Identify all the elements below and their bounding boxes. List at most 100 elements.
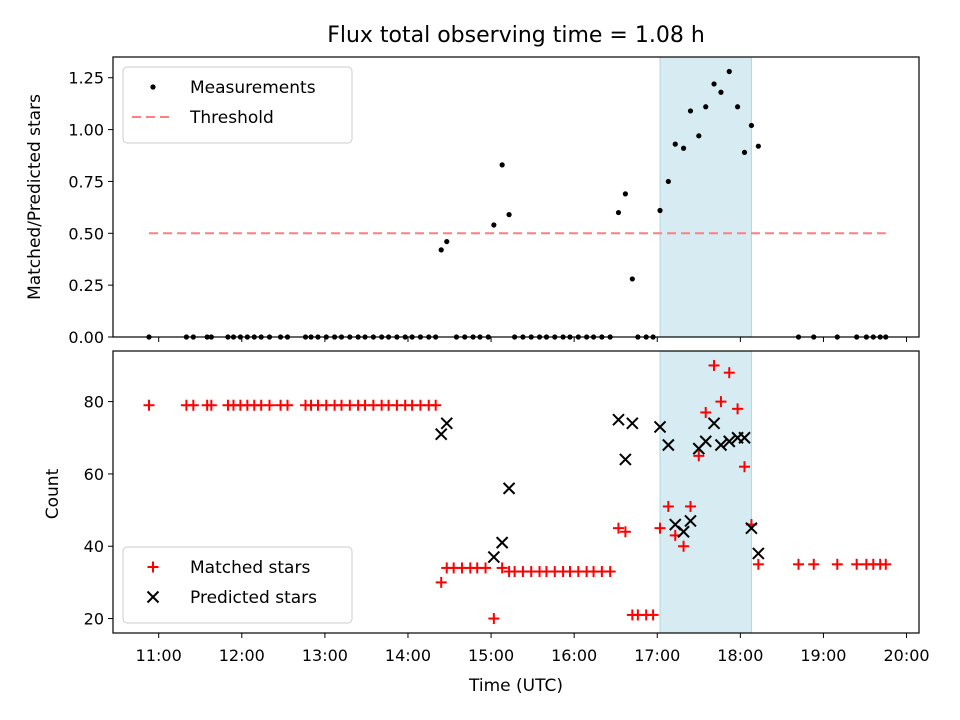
measurements-point [696,133,702,139]
x-tick-label: 16:00 [551,646,597,665]
predicted-stars-point [495,536,509,549]
measurements-point [506,212,512,218]
predicted-stars-point [714,438,728,452]
measurements-point [657,207,663,214]
legend-label: Threshold [189,108,274,128]
matched-stars-point [808,558,820,570]
top-y-axis-label: Matched/Predicted stars [25,94,45,300]
measurements-point [726,68,732,75]
bottom-shaded-span [659,350,752,634]
predicted-stars-point [487,550,501,564]
matched-stars-point [793,558,805,570]
top-y-tick-label: 0.50 [68,224,104,243]
predicted-stars-point [723,435,736,448]
x-tick-label: 14:00 [385,646,431,665]
matched-stars-point [831,558,843,570]
measurements-point [718,89,724,95]
legend-swatch [146,590,160,604]
x-tick-label: 17:00 [634,646,680,665]
top-y-tick-label: 1.25 [68,69,104,88]
matched-stars-point [715,396,727,408]
chart-title: Flux total observing time = 1.08 h [327,23,705,48]
x-tick-label: 12:00 [219,646,265,665]
matched-stars-point [662,500,674,512]
legend-swatch [150,84,156,90]
measurements-point [703,104,709,110]
matched-stars-point [723,367,735,379]
predicted-stars-point [626,417,639,430]
bottom-panel: 20 40 60 80 11:00 12:00 13:00 14:00 15:00 16:00 17… [84,350,930,665]
matched-stars-point [708,359,720,371]
x-axis-label: Time (UTC) [468,676,563,696]
measurements-point [444,238,450,245]
matched-stars-point [880,558,892,570]
predicted-stars-point [662,438,675,452]
predicted-stars-point [612,413,625,426]
x-tick-label: 20:00 [883,646,929,665]
predicted-stars-point [677,525,690,538]
x-tick-label: 15:00 [468,646,514,665]
measurements-point [755,143,761,149]
bottom-y-tick-label: 80 [84,393,104,412]
bottom-legend: Matched stars Predicted stars [122,546,353,624]
matched-stars-point [143,399,155,411]
top-y-tick-label: 0.00 [68,328,104,347]
legend-label: Predicted stars [190,588,317,608]
top-y-tick-label: 1.00 [68,121,104,140]
x-tick-label: 19:00 [800,646,846,665]
matched-stars-point [752,558,764,570]
measurements-point [748,122,755,129]
matched-stars-point [612,522,624,534]
predicted-stars-point [752,547,765,560]
bottom-y-tick-label: 60 [84,465,104,484]
matched-stars-point [205,399,217,411]
measurements-point [680,145,687,151]
matched-stars-point [480,562,492,574]
matched-stars-point [732,403,744,415]
measurements-point [734,104,741,110]
top-panel: 0.00 0.25 0.50 0.75 1.00 1.25 Measurements Thre… [68,56,920,347]
measurements-point [622,191,629,197]
top-plot-frame [112,56,920,338]
bottom-plot-frame [112,350,920,634]
matched-stars-point [281,399,293,411]
matched-stars-point [693,450,705,462]
predicted-stars-point [502,482,516,495]
x-tick-label: 11:00 [136,646,182,665]
bottom-y-axis-label: Count [43,468,63,519]
measurements-point [499,162,505,168]
measurements-point [665,178,671,185]
legend-label: Matched stars [190,558,310,578]
bottom-y-tick-label: 40 [84,537,104,556]
bottom-legend-box [122,546,353,624]
matched-stars-point [435,576,447,588]
x-tick-label: 18:00 [717,646,763,665]
matched-stars-point [187,399,199,411]
measurements-point [711,81,717,87]
predicted-stars-point [653,420,667,434]
matched-stars-point [604,566,616,578]
matched-stars-point [488,613,500,625]
top-legend-box [122,66,353,144]
predicted-stars-point [435,427,448,441]
predicted-stars-point [699,435,712,448]
matched-stars-point [647,609,659,621]
predicted-stars-point [619,453,632,466]
predicted-stars-point [440,417,453,430]
measurements-point [672,141,678,147]
matched-stars-point [263,399,275,411]
x-tick-label: 13:00 [302,646,348,665]
top-shaded-span [659,56,752,338]
top-legend: Measurements Threshold [122,66,353,144]
legend-swatch [147,561,159,573]
matched-stars-point [619,526,631,538]
matched-stars-point [678,540,690,552]
matched-stars-point [700,406,712,418]
top-y-tick-label: 0.75 [68,172,104,191]
measurements-point [491,222,497,228]
matched-stars-point [496,562,508,574]
measurements-point [687,108,694,114]
predicted-stars-point [738,431,751,444]
matched-stars-point [430,399,442,411]
